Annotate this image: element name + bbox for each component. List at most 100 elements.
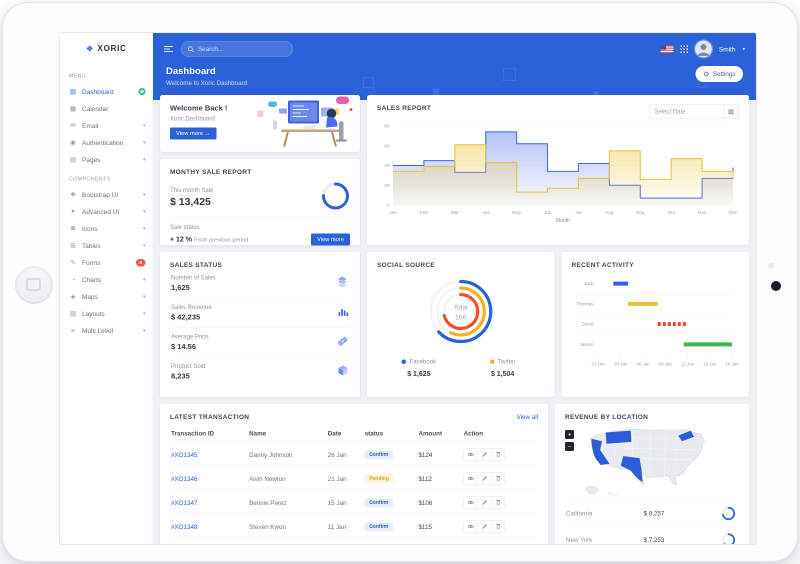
delete-action-button[interactable] — [491, 473, 505, 485]
transaction-id-link[interactable]: #XO1348 — [170, 514, 249, 539]
apps-grid-icon[interactable] — [680, 45, 688, 53]
settings-button[interactable]: ⚙ Settings — [695, 66, 743, 82]
chevron-down-icon: ▾ — [142, 208, 146, 215]
monitor-icon: ▥ — [69, 87, 77, 96]
search-input[interactable] — [198, 45, 287, 53]
column-header-date: Date — [327, 430, 342, 437]
search-box[interactable] — [181, 41, 293, 57]
menu-toggle-icon[interactable] — [164, 46, 173, 53]
edit-action-button[interactable] — [477, 449, 492, 461]
pencil-icon — [482, 523, 488, 531]
calendar-icon[interactable]: ▦ — [723, 104, 739, 119]
table-row: #XO1349 Bryan Roark 08 Jan Cancel $105 — [170, 538, 538, 544]
sidebar-nav: MENU ▥ Dashboard ▦ Calendar ✉ Email ▾ ◉ — [60, 65, 153, 339]
svg-text:166: 166 — [455, 315, 467, 322]
edit-action-button[interactable] — [477, 521, 492, 533]
us-flag-icon[interactable] — [660, 45, 674, 53]
sidebar-item-tables[interactable]: ⊞ Tables ▾ — [70, 241, 146, 250]
chevron-down-icon: ▾ — [142, 156, 146, 163]
zoom-in-button[interactable]: + — [565, 430, 574, 439]
sidebar-item-email[interactable]: ✉ Email ▾ — [70, 121, 146, 130]
edit-action-button[interactable] — [477, 473, 492, 485]
sidebar-item-multi-level[interactable]: ≡ Multi Level ▾ — [60, 322, 153, 339]
view-action-button[interactable] — [464, 449, 478, 461]
arrow-right-icon: → — [204, 130, 211, 137]
avatar[interactable] — [694, 40, 712, 58]
sidebar-item-calendar[interactable]: ▦ Calendar — [69, 104, 109, 113]
sparkle-icon: ✦ — [70, 207, 76, 216]
banner-decor-square — [593, 92, 598, 97]
chevron-down-icon: ▾ — [142, 191, 146, 198]
sidebar-item-bootstrap-ui[interactable]: ❖ Bootstrap UI ▾ — [70, 190, 146, 199]
pencil-icon — [482, 475, 488, 483]
transaction-id-link[interactable]: #XO1345 — [170, 442, 249, 467]
sidebar-item-maps[interactable]: ◈ Maps ▾ — [70, 292, 146, 301]
eye-icon — [467, 451, 475, 459]
card-title: LATEST TRANSACTION — [170, 413, 250, 421]
cube-icon — [337, 364, 349, 379]
zoom-out-button[interactable]: − — [565, 442, 574, 451]
chevron-down-icon: ▾ — [142, 225, 146, 232]
sidebar-item-charts[interactable]: ◔ Charts ▾ — [60, 271, 153, 288]
form-icon: ✎ — [70, 258, 76, 267]
bootstrap-icon: ❖ — [70, 190, 76, 199]
revenue-progress-radial — [721, 533, 736, 544]
view-action-button[interactable] — [464, 521, 478, 533]
sales-status-row-product-sold: Product Sold 8,235 — [170, 356, 350, 387]
legend-item-twitter: Twitter $ 1,504 — [489, 358, 516, 378]
sidebar-section-title: MENU — [69, 73, 87, 79]
svg-text:Thomas: Thomas — [576, 301, 594, 307]
select-date-input[interactable] — [649, 104, 723, 119]
app-logo[interactable]: ❖ XORIC — [60, 33, 153, 65]
monthly-view-more-button[interactable]: View more — [310, 233, 350, 246]
app-screen: ❖ XORIC MENU ▥ Dashboard ▦ Calendar ✉ Em… — [60, 33, 756, 544]
transaction-id-link[interactable]: #XO1346 — [170, 466, 249, 491]
chevron-down-icon: ▾ — [142, 242, 146, 249]
svg-text:Apr: Apr — [482, 210, 490, 216]
svg-text:James: James — [580, 342, 595, 348]
header-banner: Smith ▾ Dashboard Welcome to Xoric Dashb… — [153, 33, 756, 100]
main-area: Smith ▾ Dashboard Welcome to Xoric Dashb… — [153, 33, 756, 544]
this-month-sale-value: $ 13,425 — [170, 196, 211, 208]
edit-action-button[interactable] — [477, 497, 492, 509]
svg-text:David: David — [581, 322, 594, 328]
user-name[interactable]: Smith — [718, 45, 736, 53]
diamond-logo-icon: ❖ — [85, 44, 94, 54]
sales-status-card: SALES STATUS Number of Sales 1,625 Sales … — [160, 252, 360, 397]
view-action-button[interactable] — [464, 473, 478, 485]
welcome-subtitle: Xoric Dashboard — [170, 115, 215, 122]
recent-activity-card: RECENT ACTIVITY Jack Thomas David James … — [561, 252, 749, 397]
chevron-down-icon[interactable]: ▾ — [742, 46, 745, 52]
revenue-rows: California $ 8,257 New York $ 7,253 — [565, 500, 739, 544]
sidebar-item-advanced-ui[interactable]: ✦ Advanced UI ▾ — [70, 207, 146, 216]
gear-icon: ⚙ — [703, 69, 710, 78]
view-all-link[interactable]: View all — [516, 413, 538, 421]
delete-action-button[interactable] — [491, 497, 505, 509]
sidebar-item-layouts[interactable]: ▧ Layouts ▾ — [69, 309, 146, 318]
transaction-id-link[interactable]: #XO1347 — [170, 490, 249, 515]
transaction-name: Bryan Roark — [248, 538, 327, 544]
sidebar-item-dashboard[interactable]: ▥ Dashboard — [60, 83, 153, 100]
sidebar-item-forms[interactable]: ✎ Forms 8 — [60, 254, 153, 271]
transaction-name: Bennie Perez — [248, 490, 327, 515]
ambient-sensor-dot — [768, 263, 774, 269]
home-button[interactable] — [15, 266, 53, 304]
view-action-button[interactable] — [464, 497, 478, 509]
sidebar-item-icons[interactable]: ☸ Icons ▾ — [70, 224, 146, 233]
chevron-down-icon: ▾ — [142, 139, 146, 146]
us-map[interactable] — [565, 423, 739, 501]
pencil-icon — [482, 451, 488, 459]
sidebar-item-pages[interactable]: ▤ Pages ▾ — [69, 155, 146, 164]
transaction-amount: $124 — [417, 442, 463, 467]
transaction-id-link[interactable]: #XO1349 — [170, 538, 249, 544]
status-badge: Confirm — [364, 498, 393, 507]
delete-action-button[interactable] — [491, 449, 505, 461]
welcome-view-more-button[interactable]: View more → — [170, 127, 217, 140]
layout-icon: ▧ — [69, 309, 77, 318]
card-title: RECENT ACTIVITY — [571, 261, 634, 269]
delete-action-button[interactable] — [491, 521, 505, 533]
sidebar-item-authentication[interactable]: ◉ Authentication ▾ — [70, 138, 146, 147]
icons-icon: ☸ — [70, 224, 76, 233]
status-badge: Confirm — [364, 522, 393, 531]
svg-text:Sep: Sep — [636, 210, 645, 216]
